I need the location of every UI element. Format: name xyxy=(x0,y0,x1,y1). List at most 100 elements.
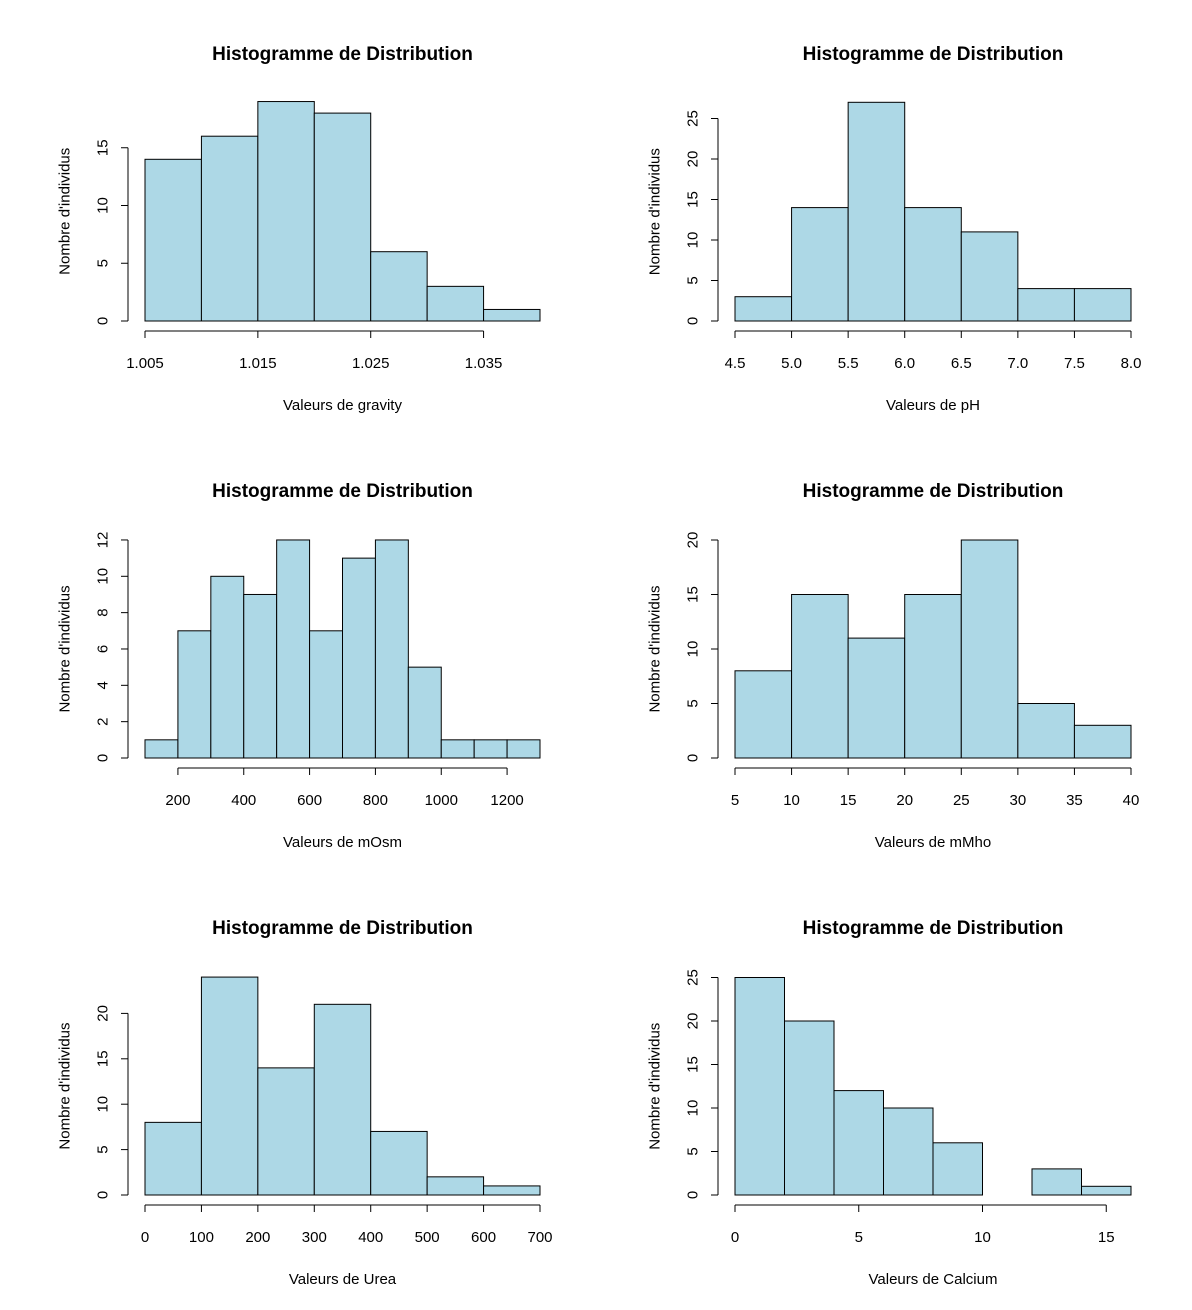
x-tick-label: 1.015 xyxy=(239,355,277,372)
y-tick-label: 20 xyxy=(685,532,702,549)
histogram-bar xyxy=(734,670,793,759)
histogram-bar xyxy=(784,1020,835,1196)
y-axis-label: Nombre d'individus xyxy=(647,148,664,275)
x-tick-label: 100 xyxy=(189,1229,214,1246)
x-axis-label: Valeurs de mOsm xyxy=(283,834,402,851)
x-tick-label: 200 xyxy=(165,792,190,809)
x-axis-label: Valeurs de pH xyxy=(886,397,980,414)
x-tick-label: 600 xyxy=(297,792,322,809)
histogram-bar xyxy=(1017,703,1075,759)
x-tick-label: 400 xyxy=(231,792,256,809)
x-tick-label: 15 xyxy=(840,792,857,809)
histogram-bar xyxy=(734,296,793,322)
y-tick-label: 15 xyxy=(685,1056,702,1073)
y-tick-label: 5 xyxy=(95,1145,112,1153)
histogram-bar xyxy=(243,593,278,759)
x-tick-label: 400 xyxy=(358,1229,383,1246)
histogram-bar xyxy=(932,1142,983,1196)
y-axis-label: Nombre d'individus xyxy=(57,148,74,275)
x-tick-label: 7.0 xyxy=(1007,355,1028,372)
x-tick-label: 1000 xyxy=(425,792,458,809)
x-axis-label: Valeurs de gravity xyxy=(283,397,402,414)
y-tick-label: 25 xyxy=(685,969,702,986)
histogram-bar xyxy=(257,101,315,322)
histogram-panel-4: Histogramme de Distribution 5 10 15 20 25 30 35… xyxy=(647,481,1140,851)
histogram-bar xyxy=(904,207,962,322)
x-tick-label: 6.5 xyxy=(951,355,972,372)
histogram-bar xyxy=(200,135,259,322)
y-tick-label: 10 xyxy=(685,641,702,658)
x-tick-label: 1.025 xyxy=(352,355,390,372)
y-tick-label: 0 xyxy=(685,754,702,762)
histogram-bar xyxy=(440,739,475,759)
y-tick-label: 5 xyxy=(95,259,112,267)
histogram-bar xyxy=(791,594,849,759)
histogram-panel-1: Histogramme de Distribution 1.005 1.015 1.0… xyxy=(57,44,541,414)
x-tick-label: 35 xyxy=(1066,792,1083,809)
histogram-bar xyxy=(426,1176,485,1196)
chart-title: Histogramme de Distribution xyxy=(212,481,473,502)
y-tick-label: 25 xyxy=(685,110,702,127)
x-tick-label: 600 xyxy=(471,1229,496,1246)
chart-title: Histogramme de Distribution xyxy=(212,44,473,65)
histogram-bar xyxy=(1081,1185,1132,1196)
histogram-bar xyxy=(313,1003,372,1196)
x-tick-label: 10 xyxy=(974,1229,991,1246)
y-tick-label: 8 xyxy=(95,608,112,616)
histogram-bar xyxy=(426,285,485,322)
x-axis-label: Valeurs de Urea xyxy=(289,1271,397,1288)
histogram-bar xyxy=(847,101,906,322)
histogram-bar xyxy=(883,1107,934,1196)
y-tick-label: 6 xyxy=(95,645,112,653)
y-tick-label: 0 xyxy=(685,1191,702,1199)
x-tick-label: 5 xyxy=(855,1229,863,1246)
y-tick-label: 4 xyxy=(95,681,112,689)
y-axis-label: Nombre d'individus xyxy=(57,1022,74,1149)
histogram-bar xyxy=(1073,724,1132,759)
x-tick-label: 5.5 xyxy=(838,355,859,372)
chart-title: Histogramme de Distribution xyxy=(803,481,1064,502)
histogram-bar xyxy=(1031,1168,1082,1196)
chart-title: Histogramme de Distribution xyxy=(212,918,473,939)
histogram-bar xyxy=(1017,288,1075,322)
chart-title: Histogramme de Distribution xyxy=(803,918,1064,939)
x-tick-label: 7.5 xyxy=(1064,355,1085,372)
x-tick-label: 20 xyxy=(896,792,913,809)
x-axis-label: Valeurs de mMho xyxy=(875,834,991,851)
y-tick-label: 15 xyxy=(685,586,702,603)
y-axis-label: Nombre d'individus xyxy=(647,585,664,712)
x-tick-label: 25 xyxy=(953,792,970,809)
x-tick-label: 800 xyxy=(363,792,388,809)
y-tick-label: 10 xyxy=(95,568,112,585)
histogram-bar xyxy=(370,251,428,322)
x-tick-label: 5.0 xyxy=(781,355,802,372)
x-tick-label: 300 xyxy=(302,1229,327,1246)
x-tick-label: 10 xyxy=(783,792,800,809)
histogram-bar xyxy=(313,112,372,322)
histogram-bar xyxy=(309,630,344,759)
y-tick-label: 15 xyxy=(685,191,702,208)
x-tick-label: 6.0 xyxy=(894,355,915,372)
y-tick-label: 5 xyxy=(685,699,702,707)
chart-title: Histogramme de Distribution xyxy=(803,44,1064,65)
y-tick-label: 5 xyxy=(685,1147,702,1155)
y-tick-label: 10 xyxy=(685,232,702,249)
histogram-bar xyxy=(960,539,1019,759)
y-tick-label: 20 xyxy=(685,1013,702,1030)
x-tick-label: 1.035 xyxy=(465,355,503,372)
y-tick-label: 5 xyxy=(685,276,702,284)
y-tick-label: 12 xyxy=(95,532,112,549)
histogram-bar xyxy=(257,1067,315,1196)
x-tick-label: 200 xyxy=(245,1229,270,1246)
y-tick-label: 0 xyxy=(95,754,112,762)
histogram-bar xyxy=(1073,288,1132,322)
x-tick-label: 1200 xyxy=(490,792,523,809)
x-tick-label: 8.0 xyxy=(1121,355,1142,372)
histogram-panel-6: Histogramme de Distribution 0 5 10 15 0 5 10 15 2… xyxy=(647,918,1132,1288)
histogram-bar xyxy=(483,308,541,322)
histogram-bar xyxy=(374,539,409,759)
y-tick-label: 15 xyxy=(95,1050,112,1067)
x-tick-label: 30 xyxy=(1010,792,1027,809)
y-tick-label: 10 xyxy=(685,1100,702,1117)
